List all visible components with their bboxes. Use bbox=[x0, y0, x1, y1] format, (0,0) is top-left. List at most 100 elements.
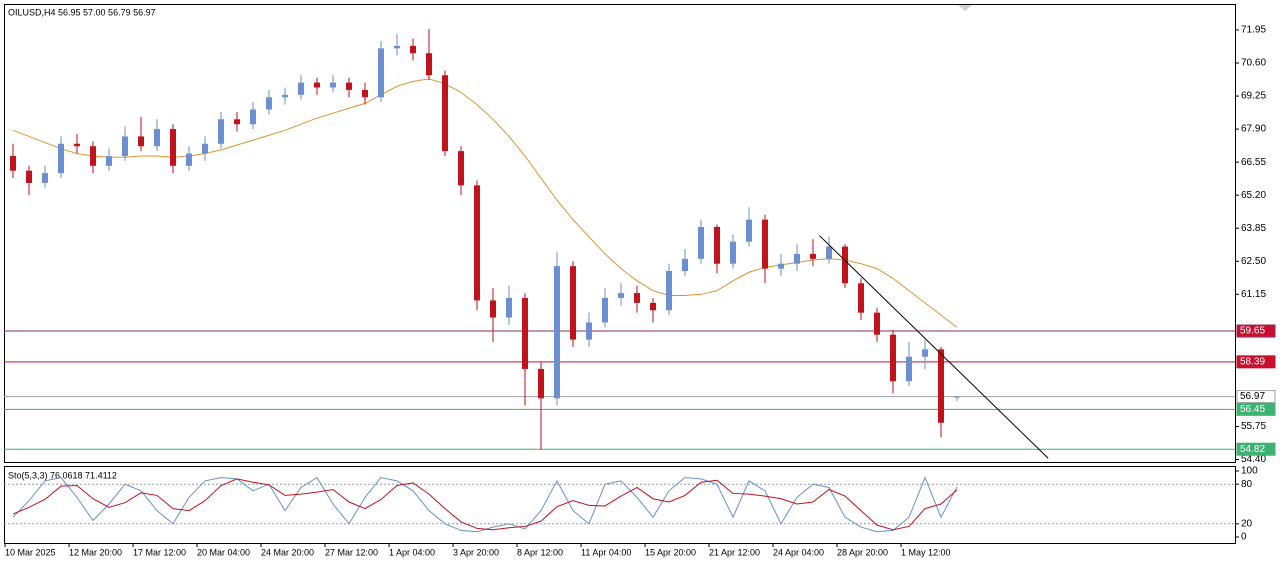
indicator-y-tick-label: 0 bbox=[1241, 532, 1247, 543]
y-tick-label: 65.20 bbox=[1241, 190, 1266, 201]
x-tick-label: 1 Apr 04:00 bbox=[389, 547, 435, 557]
price-level-label-bg bbox=[1236, 355, 1276, 369]
candle-body bbox=[426, 53, 432, 76]
candle-body bbox=[890, 334, 896, 382]
candle-body bbox=[394, 45, 400, 49]
main-pane bbox=[4, 4, 1236, 463]
candle-body bbox=[458, 151, 464, 186]
price-level-label: 56.45 bbox=[1240, 404, 1265, 415]
indicator-title: Sto(5,3,3) 76.0618 71.4112 bbox=[8, 470, 117, 480]
x-tick-label: 15 Apr 20:00 bbox=[645, 547, 696, 557]
x-tick-label: 11 Apr 04:00 bbox=[581, 547, 631, 557]
candle-body bbox=[746, 219, 752, 242]
x-tick-label: 24 Apr 04:00 bbox=[773, 547, 824, 557]
candle-body bbox=[506, 297, 512, 318]
x-tick-label: 8 Apr 12:00 bbox=[517, 547, 563, 557]
price-level-label: 59.65 bbox=[1240, 326, 1265, 337]
candle-body bbox=[682, 258, 688, 272]
x-tick-label: 17 Mar 12:00 bbox=[133, 547, 186, 557]
candle-body bbox=[442, 75, 448, 152]
candle-body bbox=[634, 293, 640, 303]
candle-body bbox=[170, 129, 176, 166]
candle-body bbox=[410, 45, 416, 54]
x-tick-label: 28 Apr 20:00 bbox=[837, 547, 888, 557]
candle-body bbox=[730, 241, 736, 264]
candle-body bbox=[346, 82, 352, 90]
candle-body bbox=[954, 396, 960, 398]
price-level-label: 56.97 bbox=[1240, 391, 1265, 402]
candle-body bbox=[666, 271, 672, 311]
candle-body bbox=[186, 153, 192, 166]
candle-body bbox=[938, 349, 944, 423]
candle-body bbox=[26, 170, 32, 183]
y-tick-label: 54.40 bbox=[1241, 454, 1266, 465]
candle-body bbox=[154, 129, 160, 147]
x-tick-label: 27 Mar 12:00 bbox=[325, 547, 378, 557]
candle-body bbox=[282, 94, 288, 98]
trendline bbox=[819, 235, 1049, 459]
price-level-label-bg bbox=[1236, 402, 1276, 416]
y-tick-label: 62.50 bbox=[1241, 256, 1266, 267]
candle-body bbox=[650, 302, 656, 311]
candle-body bbox=[138, 136, 144, 147]
indicator-line bbox=[12, 478, 958, 531]
y-tick-label: 63.85 bbox=[1241, 223, 1266, 234]
candle-body bbox=[826, 246, 832, 259]
candle-body bbox=[202, 143, 208, 154]
candle-body bbox=[250, 109, 256, 125]
candle-body bbox=[794, 253, 800, 264]
x-tick-label: 10 Mar 2025 bbox=[5, 547, 56, 557]
candle-body bbox=[762, 219, 768, 269]
indicator-y-tick-label: 20 bbox=[1241, 518, 1253, 529]
candle-body bbox=[42, 173, 48, 183]
price-level-label: 58.39 bbox=[1240, 356, 1265, 367]
candle-body bbox=[586, 322, 592, 340]
candle-body bbox=[218, 119, 224, 144]
x-tick-label: 12 Mar 20:00 bbox=[69, 547, 122, 557]
candle-body bbox=[314, 82, 320, 88]
candle-body bbox=[698, 226, 704, 259]
candle-body bbox=[778, 263, 784, 269]
candle-body bbox=[618, 293, 624, 298]
price-level-label-bg bbox=[1236, 442, 1276, 456]
y-tick-label: 71.95 bbox=[1241, 25, 1266, 36]
price-level-label-bg bbox=[1236, 390, 1276, 404]
price-level-label: 54.82 bbox=[1240, 444, 1265, 455]
candle-body bbox=[810, 253, 816, 259]
candle-body bbox=[922, 349, 928, 357]
price-level-label-bg bbox=[1236, 324, 1276, 338]
candle-body bbox=[378, 48, 384, 98]
candle-body bbox=[602, 297, 608, 323]
x-tick-label: 24 Mar 20:00 bbox=[261, 547, 314, 557]
candle-body bbox=[10, 156, 16, 171]
candle-body bbox=[234, 119, 240, 125]
moving-average bbox=[12, 78, 958, 328]
candle-body bbox=[906, 356, 912, 382]
y-tick-label: 69.25 bbox=[1241, 91, 1266, 102]
candle-body bbox=[858, 283, 864, 313]
candle-body bbox=[538, 368, 544, 399]
indicator-y-tick-label: 100 bbox=[1241, 466, 1258, 477]
candle-body bbox=[122, 136, 128, 157]
x-tick-label: 21 Apr 12:00 bbox=[709, 547, 760, 557]
candle-body bbox=[106, 156, 112, 166]
candle-body bbox=[570, 266, 576, 340]
y-tick-label: 61.15 bbox=[1241, 289, 1266, 300]
y-tick-label: 67.90 bbox=[1241, 124, 1266, 135]
candle-body bbox=[74, 143, 80, 147]
x-tick-label: 20 Mar 04:00 bbox=[197, 547, 250, 557]
candle-body bbox=[90, 146, 96, 166]
candle-body bbox=[714, 226, 720, 264]
y-tick-label: 55.75 bbox=[1241, 421, 1266, 432]
candle-body bbox=[874, 312, 880, 335]
candle-body bbox=[266, 97, 272, 110]
candle-body bbox=[522, 297, 528, 369]
candle-body bbox=[58, 143, 64, 174]
candle-body bbox=[298, 82, 304, 95]
scroll-marker bbox=[958, 5, 972, 11]
candle-body bbox=[362, 89, 368, 98]
y-tick-label: 70.60 bbox=[1241, 58, 1266, 69]
candle-body bbox=[490, 300, 496, 318]
